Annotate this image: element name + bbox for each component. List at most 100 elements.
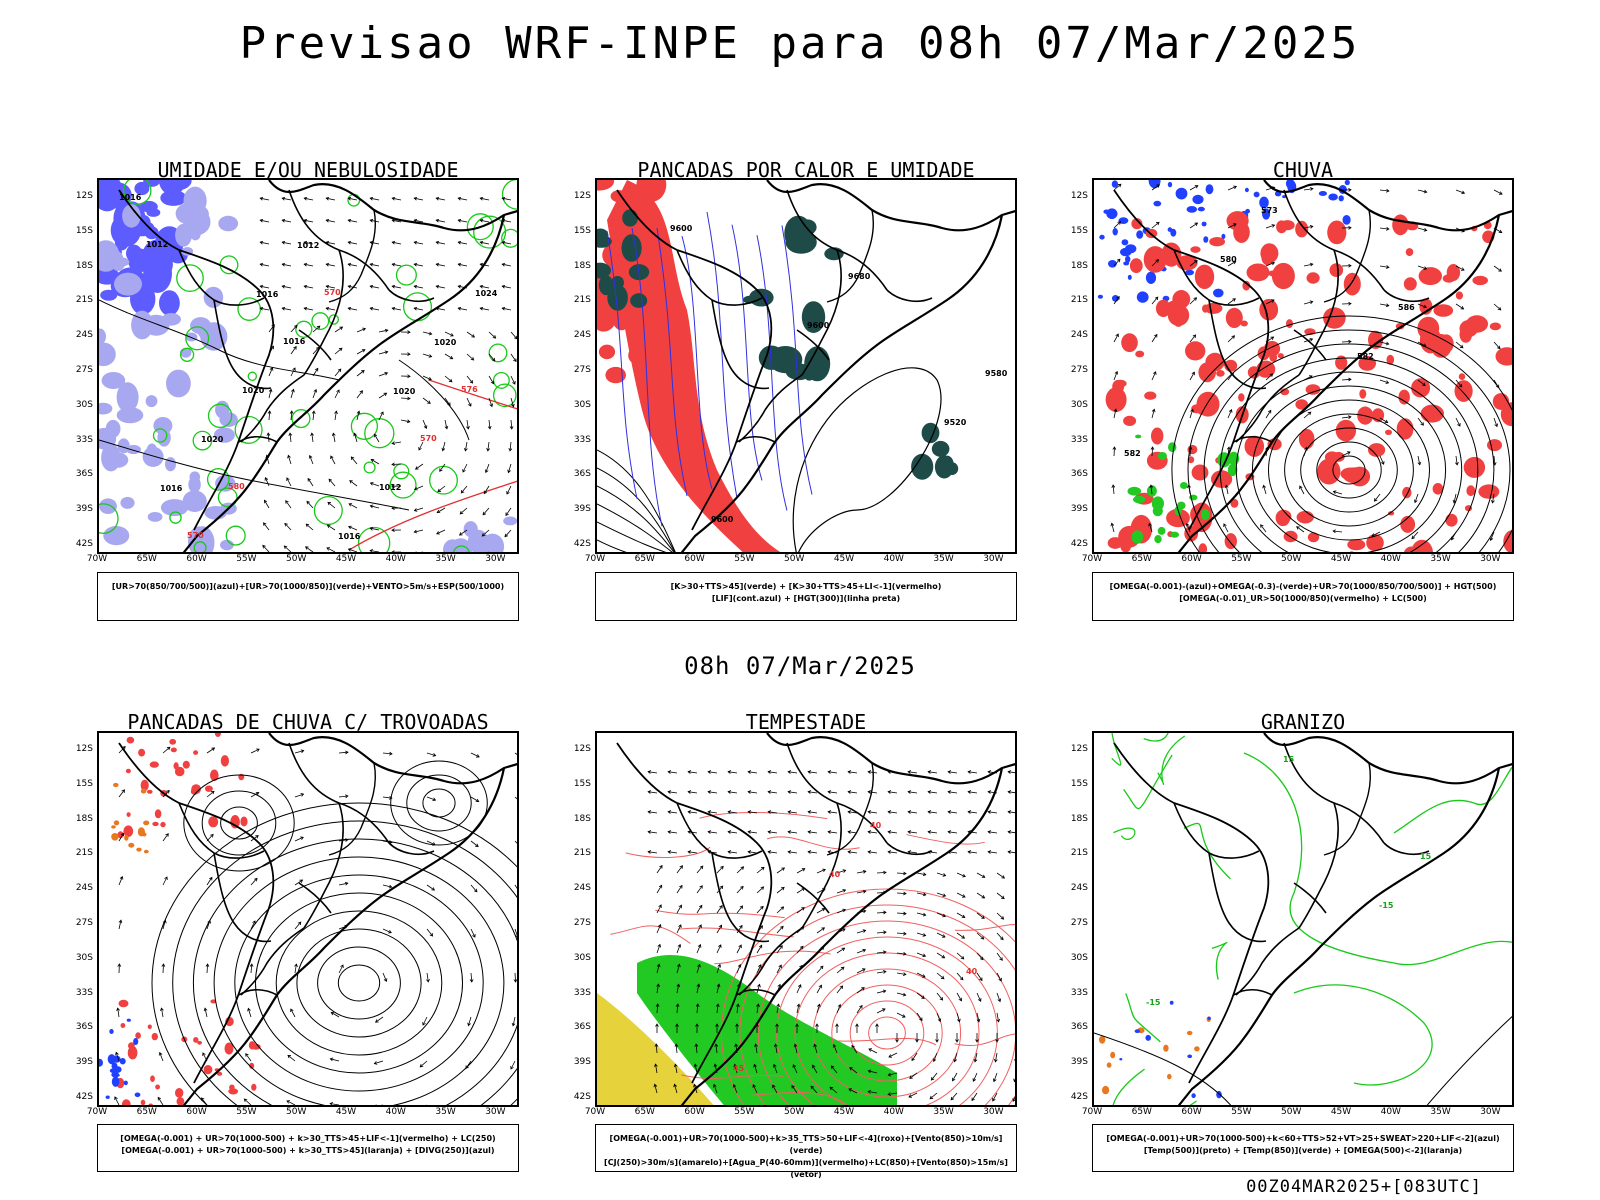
wind-vector (856, 930, 866, 934)
temp850-contour (1113, 827, 1136, 840)
wind-vector (708, 791, 718, 794)
wind-vector-head (867, 790, 872, 794)
wind-vector (748, 831, 758, 834)
wind-vector (466, 353, 474, 361)
wind-vector-head (818, 984, 822, 989)
state-border (1235, 374, 1300, 443)
humidity-mid-area (131, 310, 154, 340)
wind-vector-head (1371, 533, 1375, 537)
wind-vector (422, 331, 432, 335)
humidity-low-contour (206, 468, 230, 491)
wind-vector (392, 307, 402, 311)
wind-vector-head (947, 790, 952, 794)
map-p2[interactable]: 9600 9600 9520 9600 9680 9580 (595, 178, 1017, 554)
latitude-label: 33S (573, 987, 591, 998)
wind-vector-head (842, 869, 847, 873)
wind-vector (773, 1064, 778, 1074)
wind-vector-head (489, 403, 493, 408)
thunderstorm-area (126, 812, 131, 817)
legend-line: [LIF](cont.azul) + [HGT(300)](linha pret… (711, 594, 901, 603)
wind-vector-head (922, 892, 927, 897)
omega-rain-area (1244, 435, 1265, 457)
omega-rain-area (1347, 539, 1366, 551)
wind-vector (458, 197, 468, 201)
wind-vector-head (827, 850, 832, 854)
map-p5[interactable]: 40 40 45 40 (595, 731, 1017, 1107)
wind-vector (1014, 1078, 1015, 1082)
wind-vector (247, 1008, 252, 1018)
longitude-label: 35W (933, 1107, 954, 1117)
wind-vector (1151, 409, 1155, 419)
wind-vector-head (830, 1065, 835, 1069)
map-p3[interactable]: 580 582 582 573 586 (1092, 178, 1514, 554)
wind-vector-head (715, 1003, 720, 1007)
wind-vector (696, 905, 703, 914)
wind-vector-head (813, 1043, 817, 1048)
precipitable-water-contour (794, 952, 980, 1105)
wind-vector-head (281, 218, 286, 223)
wind-vector-head (441, 447, 446, 452)
wind-vector-head (457, 240, 462, 245)
humidity-low-contour (123, 180, 152, 205)
wind-vector-head (468, 403, 472, 407)
humidity-low-contour (492, 383, 517, 408)
humidity-high-area (99, 274, 111, 284)
wind-vector-head (847, 810, 852, 814)
wind-vector (896, 912, 907, 915)
wind-vector-head (950, 1096, 955, 1101)
humidity-mid-area (99, 402, 113, 415)
wind-vector (250, 792, 259, 798)
wind-vector (1341, 451, 1351, 457)
map-p4[interactable] (97, 731, 519, 1107)
omega-rain-area (1166, 508, 1190, 528)
wind-vector-head (263, 522, 267, 526)
contour-label: 1012 (146, 240, 168, 249)
wind-vector-head (337, 368, 342, 373)
wind-vector-head (735, 1023, 739, 1027)
wind-vector-head (697, 963, 701, 968)
wind-vector-head (967, 770, 972, 774)
wind-vector (290, 325, 298, 333)
wind-vector (908, 811, 918, 814)
omega500-area (1110, 1051, 1116, 1059)
wind-vector-head (776, 1003, 781, 1008)
wind-vector (756, 906, 764, 914)
wind-vector-head (369, 306, 374, 311)
map-p1[interactable]: 1016 1016 1020 1016 1012 1020 1020 1016 1024 1020… (97, 178, 519, 554)
wind-vector (480, 197, 490, 201)
wind-vector-head (513, 979, 517, 983)
wind-vector-head (1386, 226, 1390, 231)
wind-vector (338, 964, 344, 974)
wind-vector-head (413, 196, 418, 201)
wind-vector-head (1012, 1098, 1015, 1102)
latitude-label: 24S (1070, 883, 1088, 894)
wind-vector (1379, 379, 1389, 384)
latitude-label: 12S (1070, 191, 1088, 201)
latitude-label: 18S (573, 260, 591, 271)
wind-vector-head (391, 462, 395, 467)
longitude-label: 30W (485, 1107, 506, 1117)
wind-vector (1455, 303, 1464, 310)
wind-vector-head (1151, 408, 1156, 413)
wind-vector-head (299, 879, 304, 883)
wind-vector (708, 831, 718, 834)
wind-vector (876, 971, 886, 974)
wind-vector-head (435, 262, 440, 267)
latitude-label: 42S (1070, 1092, 1088, 1102)
wind-vector (696, 984, 700, 994)
instability-area (636, 180, 667, 202)
wind-vector (796, 984, 802, 994)
wind-vector-head (268, 388, 273, 393)
wind-vector-head (116, 1007, 120, 1012)
wind-vector-head (1348, 377, 1352, 382)
wind-vector-head (1348, 339, 1352, 344)
humidity-high-area (159, 290, 180, 316)
legend-line: [Temp(500)](preto) + [Temp(850)](verde) … (1143, 1146, 1463, 1155)
wind-vector (282, 219, 292, 223)
latitude-label: 27S (573, 365, 591, 375)
wind-vector (796, 907, 805, 914)
wind-vector (1414, 493, 1419, 503)
latitude-label: 36S (75, 1022, 93, 1033)
wind-vector-head (413, 529, 418, 534)
map-p6[interactable]: -15 -15 15 15 (1092, 731, 1514, 1107)
